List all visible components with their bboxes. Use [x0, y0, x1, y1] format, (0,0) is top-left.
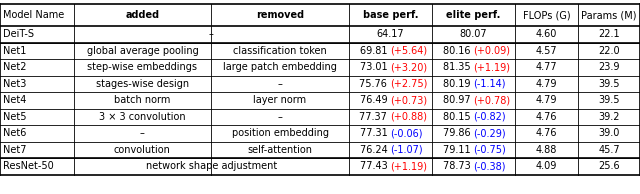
Text: 76.24: 76.24: [360, 145, 390, 155]
Text: 39.2: 39.2: [598, 112, 620, 122]
Text: 80.16: 80.16: [443, 46, 474, 56]
Text: (-0.38): (-0.38): [474, 161, 506, 171]
Text: 80.19: 80.19: [443, 79, 474, 89]
Text: 3 × 3 convolution: 3 × 3 convolution: [99, 112, 186, 122]
Text: 4.79: 4.79: [536, 95, 557, 105]
Text: 79.86: 79.86: [443, 128, 474, 138]
Text: 81.35: 81.35: [443, 62, 474, 72]
Text: Net2: Net2: [3, 62, 26, 72]
Text: Net6: Net6: [3, 128, 26, 138]
Text: (+1.19): (+1.19): [474, 62, 511, 72]
Text: 77.37: 77.37: [360, 112, 390, 122]
Text: 39.0: 39.0: [598, 128, 620, 138]
Text: (+0.73): (+0.73): [390, 95, 428, 105]
Text: ResNet-50: ResNet-50: [3, 161, 53, 171]
Text: 39.5: 39.5: [598, 79, 620, 89]
Text: Net5: Net5: [3, 112, 26, 122]
Text: 39.5: 39.5: [598, 95, 620, 105]
Text: stages-wise design: stages-wise design: [96, 79, 189, 89]
Text: 80.97: 80.97: [443, 95, 474, 105]
Text: 77.43: 77.43: [360, 161, 390, 171]
Text: 78.73: 78.73: [443, 161, 474, 171]
Text: (+5.64): (+5.64): [390, 46, 428, 56]
Text: (-0.82): (-0.82): [474, 112, 506, 122]
Text: 75.76: 75.76: [360, 79, 390, 89]
Text: Model Name: Model Name: [3, 10, 64, 20]
Text: Net1: Net1: [3, 46, 26, 56]
Text: 73.01: 73.01: [360, 62, 390, 72]
Text: 4.76: 4.76: [536, 112, 557, 122]
Text: Params (M): Params (M): [581, 10, 637, 20]
Text: FLOPs (G): FLOPs (G): [523, 10, 570, 20]
Text: 4.57: 4.57: [536, 46, 557, 56]
Text: (+1.19): (+1.19): [390, 161, 428, 171]
Text: 4.79: 4.79: [536, 79, 557, 89]
Text: base perf.: base perf.: [363, 10, 418, 20]
Text: Net4: Net4: [3, 95, 26, 105]
Text: –: –: [140, 128, 145, 138]
Text: DeiT-S: DeiT-S: [3, 29, 33, 39]
Text: 4.88: 4.88: [536, 145, 557, 155]
Text: self-attention: self-attention: [248, 145, 312, 155]
Text: classification token: classification token: [233, 46, 327, 56]
Text: 64.17: 64.17: [376, 29, 404, 39]
Text: (-0.75): (-0.75): [474, 145, 506, 155]
Text: 23.9: 23.9: [598, 62, 620, 72]
Text: 77.31: 77.31: [360, 128, 390, 138]
Text: –: –: [209, 29, 214, 39]
Text: convolution: convolution: [114, 145, 171, 155]
Text: added: added: [125, 10, 159, 20]
Text: removed: removed: [256, 10, 304, 20]
Text: (+0.09): (+0.09): [474, 46, 511, 56]
Text: 80.07: 80.07: [460, 29, 488, 39]
Text: Net3: Net3: [3, 79, 26, 89]
Text: 76.49: 76.49: [360, 95, 390, 105]
Text: (+0.78): (+0.78): [474, 95, 511, 105]
Text: 45.7: 45.7: [598, 145, 620, 155]
Text: layer norm: layer norm: [253, 95, 307, 105]
Text: 69.81: 69.81: [360, 46, 390, 56]
Text: 79.11: 79.11: [443, 145, 474, 155]
Text: large patch embedding: large patch embedding: [223, 62, 337, 72]
Text: (+2.75): (+2.75): [390, 79, 428, 89]
Text: 80.15: 80.15: [443, 112, 474, 122]
Text: (-1.07): (-1.07): [390, 145, 423, 155]
Text: step-wise embeddings: step-wise embeddings: [88, 62, 197, 72]
Text: (-0.06): (-0.06): [390, 128, 423, 138]
Text: (-1.14): (-1.14): [474, 79, 506, 89]
Text: batch norm: batch norm: [114, 95, 171, 105]
Text: 25.6: 25.6: [598, 161, 620, 171]
Text: 4.09: 4.09: [536, 161, 557, 171]
Text: 22.0: 22.0: [598, 46, 620, 56]
Text: 4.60: 4.60: [536, 29, 557, 39]
Text: 4.76: 4.76: [536, 128, 557, 138]
Text: –: –: [278, 112, 282, 122]
Text: Net7: Net7: [3, 145, 26, 155]
Text: elite perf.: elite perf.: [447, 10, 500, 20]
Text: 22.1: 22.1: [598, 29, 620, 39]
Text: (+0.88): (+0.88): [390, 112, 428, 122]
Text: (-0.29): (-0.29): [474, 128, 506, 138]
Text: global average pooling: global average pooling: [86, 46, 198, 56]
Text: –: –: [278, 79, 282, 89]
Text: (+3.20): (+3.20): [390, 62, 428, 72]
Text: 4.77: 4.77: [536, 62, 557, 72]
Text: network shape adjustment: network shape adjustment: [145, 161, 277, 171]
Text: position embedding: position embedding: [232, 128, 328, 138]
